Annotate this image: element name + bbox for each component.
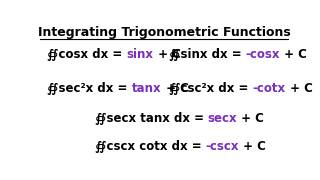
Text: ∯csc²x dx =: ∯csc²x dx =: [169, 82, 252, 95]
Text: + C: + C: [162, 82, 188, 95]
Text: ∯cosx dx =: ∯cosx dx =: [47, 48, 127, 61]
Text: + C: + C: [280, 48, 307, 61]
Text: ∯secx tanx dx =: ∯secx tanx dx =: [95, 112, 208, 125]
Text: + C: + C: [237, 112, 264, 125]
Text: + C: + C: [239, 140, 266, 153]
Text: -cscx: -cscx: [205, 140, 239, 153]
Text: ∯sinx dx =: ∯sinx dx =: [169, 48, 246, 61]
Text: sinx: sinx: [127, 48, 154, 61]
Text: Integrating Trigonometric Functions: Integrating Trigonometric Functions: [38, 26, 290, 39]
Text: -cosx: -cosx: [246, 48, 280, 61]
Text: ∯cscx cotx dx =: ∯cscx cotx dx =: [95, 140, 205, 153]
Text: -cotx: -cotx: [252, 82, 285, 95]
Text: + C: + C: [285, 82, 312, 95]
Text: + C: + C: [154, 48, 181, 61]
Text: ∯sec²x dx =: ∯sec²x dx =: [47, 82, 132, 95]
Text: tanx: tanx: [132, 82, 162, 95]
Text: secx: secx: [208, 112, 237, 125]
